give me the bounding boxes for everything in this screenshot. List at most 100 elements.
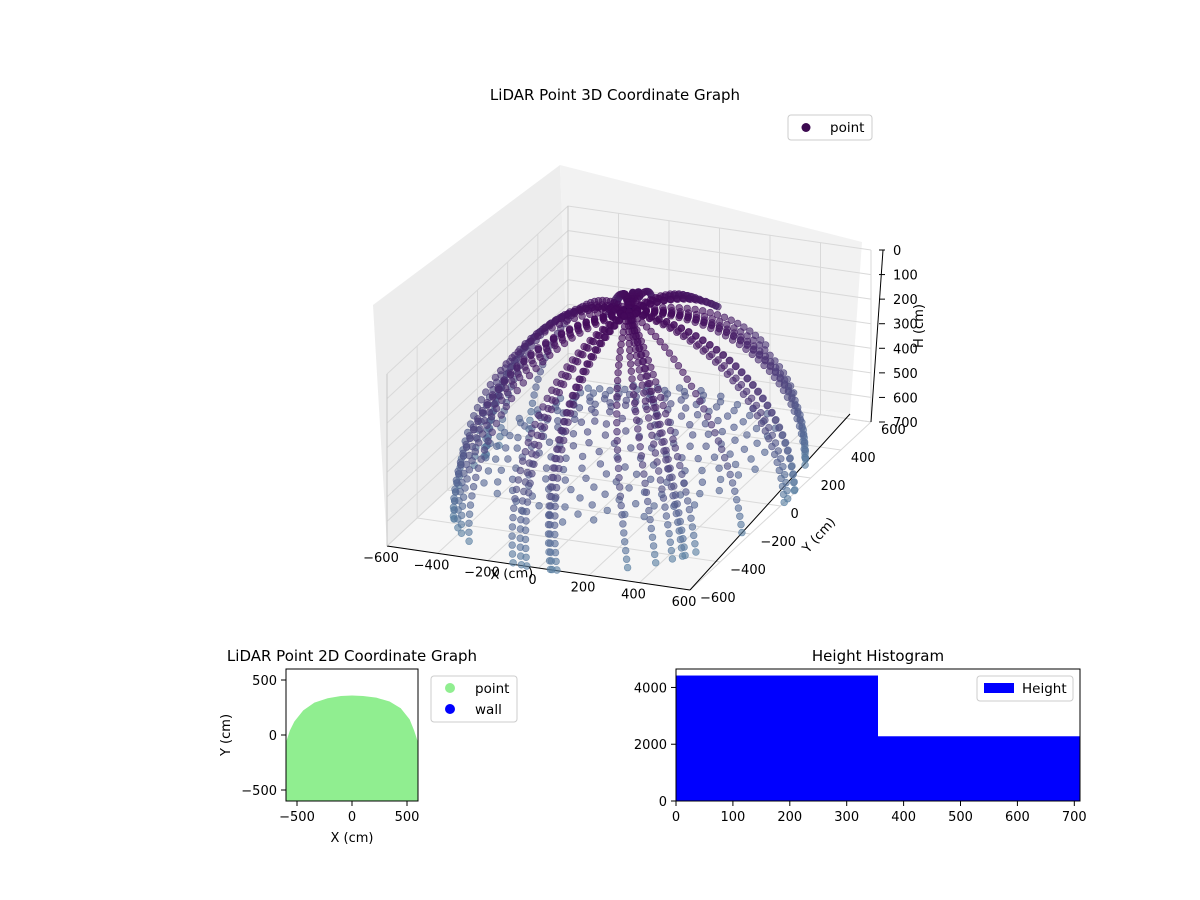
point-3d bbox=[542, 464, 551, 472]
point-3d bbox=[659, 321, 667, 329]
point-3d bbox=[491, 373, 500, 382]
point-3d bbox=[502, 444, 510, 452]
point-3d bbox=[664, 465, 672, 473]
point-3d bbox=[474, 417, 482, 425]
point-3d bbox=[601, 490, 609, 498]
point-3d bbox=[654, 467, 663, 475]
point-3d bbox=[790, 486, 798, 495]
point-3d bbox=[618, 511, 626, 519]
point-3d bbox=[789, 478, 798, 487]
point-3d bbox=[466, 434, 474, 443]
point-3d bbox=[480, 479, 488, 487]
point-3d bbox=[712, 403, 721, 411]
point-3d bbox=[521, 535, 530, 544]
chart-3d: LiDAR Point 3D Coordinate Graph −600 −400… bbox=[363, 86, 927, 610]
point-3d bbox=[672, 509, 680, 518]
point-3d bbox=[625, 333, 633, 342]
point-3d bbox=[506, 371, 515, 379]
point-3d bbox=[513, 386, 521, 395]
point-3d bbox=[656, 429, 664, 438]
z-tick-label: 600 bbox=[893, 391, 918, 406]
point-3d bbox=[508, 523, 517, 531]
point-3d bbox=[646, 387, 654, 396]
point-region-2d bbox=[285, 695, 419, 802]
point-3d bbox=[488, 428, 496, 436]
point-3d bbox=[666, 538, 674, 546]
point-3d bbox=[753, 439, 761, 447]
point-3d bbox=[595, 447, 603, 456]
point-3d bbox=[483, 421, 491, 429]
point-3d bbox=[785, 455, 794, 463]
point-3d bbox=[569, 430, 578, 438]
point-3d bbox=[585, 360, 594, 368]
point-3d bbox=[460, 469, 468, 478]
point-3d bbox=[715, 486, 723, 495]
point-3d bbox=[661, 410, 670, 418]
z-tick-label: 400 bbox=[893, 342, 918, 357]
point-3d bbox=[563, 317, 571, 325]
point-3d bbox=[719, 351, 727, 359]
point-3d bbox=[547, 405, 556, 414]
point-3d bbox=[647, 327, 655, 336]
point-3d bbox=[622, 555, 631, 563]
point-3d bbox=[770, 373, 779, 382]
point-3d bbox=[686, 337, 694, 345]
point-3d bbox=[765, 367, 774, 375]
point-3d bbox=[770, 450, 779, 459]
chart-3d-ticks: −600 −400 −200 0 200 400 600 −600−400−200020040… bbox=[363, 244, 918, 610]
chart-2d-ylabel: Y (cm) bbox=[219, 714, 234, 757]
point-3d bbox=[559, 380, 568, 389]
point-3d bbox=[777, 474, 785, 483]
point-3d bbox=[646, 422, 655, 431]
point-3d bbox=[584, 344, 592, 352]
point-3d bbox=[558, 518, 567, 526]
point-3d bbox=[555, 320, 564, 328]
point-3d bbox=[682, 488, 690, 496]
point-3d bbox=[661, 343, 669, 351]
point-3d bbox=[735, 340, 744, 349]
point-3d bbox=[642, 323, 651, 331]
point-3d bbox=[730, 423, 738, 431]
point-3d bbox=[466, 501, 475, 509]
x-tick-label: 500 bbox=[948, 810, 973, 825]
point-3d bbox=[673, 328, 681, 336]
point-3d bbox=[561, 503, 569, 511]
point-3d bbox=[674, 518, 682, 526]
point-3d bbox=[477, 455, 485, 463]
point-3d bbox=[652, 412, 660, 420]
point-3d bbox=[699, 347, 707, 355]
x-tick-label: 400 bbox=[621, 588, 646, 603]
point-3d bbox=[640, 512, 648, 521]
point-3d bbox=[692, 342, 701, 350]
point-3d bbox=[789, 471, 797, 479]
x-tick-label: 0 bbox=[528, 573, 536, 588]
point-3d bbox=[660, 297, 668, 305]
point-3d bbox=[613, 446, 622, 454]
point-3d bbox=[496, 432, 504, 441]
point-3d bbox=[589, 516, 598, 524]
point-3d bbox=[511, 495, 519, 503]
point-3d bbox=[615, 317, 624, 325]
point-3d bbox=[679, 368, 687, 376]
point-3d bbox=[512, 485, 521, 494]
point-3d bbox=[761, 448, 769, 456]
point-3d bbox=[561, 476, 569, 484]
z-tick-label: 200 bbox=[893, 293, 918, 308]
point-3d bbox=[726, 470, 734, 479]
point-3d bbox=[530, 391, 538, 399]
histogram-title: Height Histogram bbox=[812, 647, 944, 665]
point-3d bbox=[686, 442, 694, 450]
point-3d bbox=[700, 405, 708, 413]
chart-2d-legend-label-point: point bbox=[475, 681, 509, 697]
y-tick-label: −500 bbox=[241, 784, 277, 799]
point-3d bbox=[545, 557, 554, 565]
point-3d bbox=[613, 384, 621, 393]
point-3d bbox=[560, 418, 569, 426]
point-3d bbox=[566, 400, 574, 408]
histogram-legend-box bbox=[976, 675, 1074, 702]
point-3d bbox=[628, 375, 636, 383]
point-3d bbox=[631, 500, 640, 508]
point-3d bbox=[474, 464, 482, 472]
chart-3d-title: LiDAR Point 3D Coordinate Graph bbox=[490, 86, 740, 104]
point-3d bbox=[675, 313, 683, 322]
